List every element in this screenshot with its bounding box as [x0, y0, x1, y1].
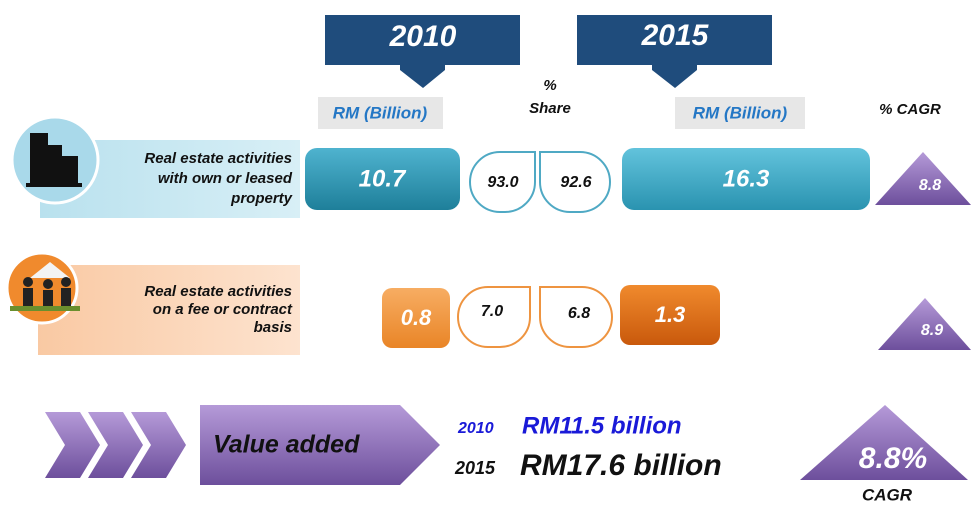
summary-value: RM11.5 billion [522, 412, 682, 439]
value-2010: 10.7 [359, 165, 407, 192]
cagr-header: % CAGR [879, 101, 941, 118]
row-label: Real estate activities [144, 283, 292, 300]
year-2010: 2010 [389, 20, 457, 53]
share-2010: 93.0 [487, 174, 518, 191]
share-header: % [543, 77, 556, 94]
banner-arrow [652, 65, 697, 88]
banner-arrow [400, 65, 445, 88]
unit-2010: RM (Billion) [333, 103, 428, 122]
page: 2010 2015 % Share RM (Billion) RM (Billi… [0, 0, 971, 505]
share-2010: 7.0 [481, 303, 503, 320]
summary-cagr-label: CAGR [862, 485, 913, 504]
value-2015: 16.3 [723, 165, 770, 192]
row-label: property [230, 190, 293, 207]
row-label: basis [254, 319, 292, 336]
value-2010: 0.8 [401, 305, 432, 330]
summary-cagr: 8.8% [859, 442, 927, 475]
summary-year: 2010 [457, 420, 494, 437]
row-label: on a fee or contract [153, 301, 293, 318]
share-2015: 92.6 [560, 174, 591, 191]
summary-year: 2015 [454, 458, 496, 478]
year-2015: 2015 [641, 19, 710, 52]
value-2015: 1.3 [655, 302, 686, 327]
share-header: Share [529, 100, 571, 117]
unit-2015: RM (Billion) [693, 103, 788, 122]
share-2015: 6.8 [568, 305, 590, 322]
cagr-value: 8.8 [919, 177, 941, 194]
row-label: Real estate activities [144, 150, 292, 167]
summary-value: RM17.6 billion [520, 449, 722, 482]
chevrons [45, 412, 186, 478]
summary-label: Value added [213, 431, 360, 459]
row-label: with own or leased [158, 170, 293, 187]
infographic: 2010 2015 % Share RM (Billion) RM (Billi… [0, 0, 971, 505]
cagr-value: 8.9 [921, 322, 943, 339]
